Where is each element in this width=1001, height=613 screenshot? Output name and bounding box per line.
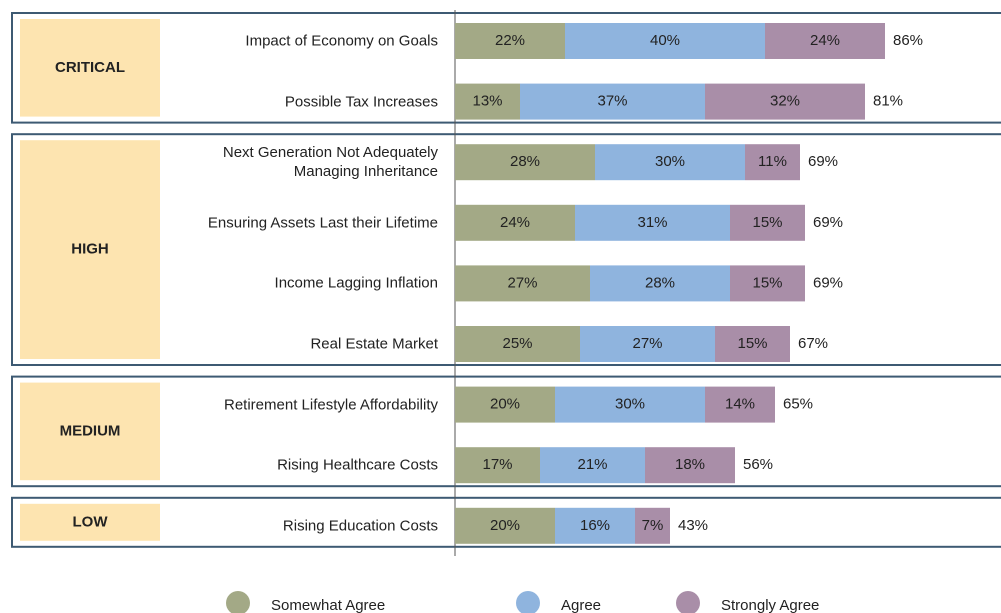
row-label: Rising Healthcare Costs [277,456,438,474]
value-label: 28% [510,153,540,170]
bar-segment [455,204,575,241]
row-label: Real Estate Market [310,335,438,353]
value-label: 27% [632,335,662,352]
total-label: 69% [813,214,843,231]
group-label: LOW [73,513,109,530]
bar-segment [455,386,555,423]
bar-segment [555,507,635,544]
legend-swatch [676,591,700,613]
value-label: 31% [637,214,667,231]
value-label: 28% [645,274,675,291]
bar-segment [705,386,775,423]
group-label: MEDIUM [60,422,121,439]
value-label: 20% [490,396,520,413]
group-label-box [20,140,160,359]
value-label: 16% [580,517,610,534]
bar-segment [730,204,805,241]
row-label: Impact of Economy on Goals [245,32,438,50]
bar-segment [520,83,705,120]
value-label: 40% [650,32,680,49]
value-label: 11% [758,153,787,170]
value-label: 30% [655,153,685,170]
value-label: 20% [490,517,520,534]
group-label: HIGH [71,241,109,258]
bar-segment [455,83,520,120]
bar-segment [730,265,805,302]
value-label: 24% [500,214,530,231]
legend-swatch [516,591,540,613]
total-label: 65% [783,396,813,413]
value-label: 14% [725,396,755,413]
row-label: Income Lagging Inflation [274,274,438,292]
total-label: 67% [798,335,828,352]
total-label: 86% [893,32,923,49]
legend-label: Strongly Agree [721,597,819,613]
total-label: 69% [808,153,838,170]
group-box [11,133,1001,366]
bar-segment [555,386,705,423]
row-label: Next Generation Not Adequately Managing … [222,144,438,181]
legend-swatch [226,591,250,613]
row-label: Retirement Lifestyle Affordability [224,396,438,414]
legend-label: Somewhat Agree [271,597,385,613]
group-label-box [20,382,160,481]
bar-segment [635,507,670,544]
value-label: 15% [737,335,767,352]
bar-segment [575,204,730,241]
total-label: 81% [873,93,903,110]
value-label: 30% [615,396,645,413]
bar-segment [455,144,595,181]
value-label: 17% [482,456,512,473]
bar-segment [455,265,590,302]
bar-segment [455,23,565,59]
row-label: Possible Tax Increases [284,93,438,111]
total-label: 43% [678,517,708,534]
value-label: 18% [675,456,705,473]
bar-segment [565,23,765,59]
value-label: 25% [502,335,532,352]
bar-segment [715,326,790,362]
value-label: 22% [495,32,525,49]
bar-segment [455,447,540,484]
group-box [11,12,1001,124]
bar-segment [595,144,745,181]
row-label: Rising Education Costs [282,517,438,535]
total-label: 69% [813,274,843,291]
value-label: 13% [472,93,502,110]
bar-segment [745,144,800,181]
legend-label: Agree [561,597,601,613]
value-label: 37% [597,93,627,110]
value-label: 21% [577,456,607,473]
value-label: 27% [507,274,537,291]
value-label: 24% [810,32,840,49]
group-label: CRITICAL [55,59,125,76]
row-label: Ensuring Assets Last their Lifetime [207,214,438,232]
bar-segment [590,265,730,302]
bar-segment [765,23,885,59]
bar-segment [455,326,580,362]
group-box [11,496,1001,548]
bar-segment [580,326,715,362]
total-label: 56% [743,456,773,473]
bar-segment [705,83,865,120]
value-label: 32% [770,93,800,110]
group-box [11,375,1001,488]
bar-segment [540,447,645,484]
group-label-box [20,503,160,541]
value-label: 15% [752,214,782,231]
value-label: 15% [752,274,782,291]
bar-segment [645,447,735,484]
group-label-box [20,19,160,117]
bar-segment [455,507,555,544]
value-label: 7% [642,517,664,534]
